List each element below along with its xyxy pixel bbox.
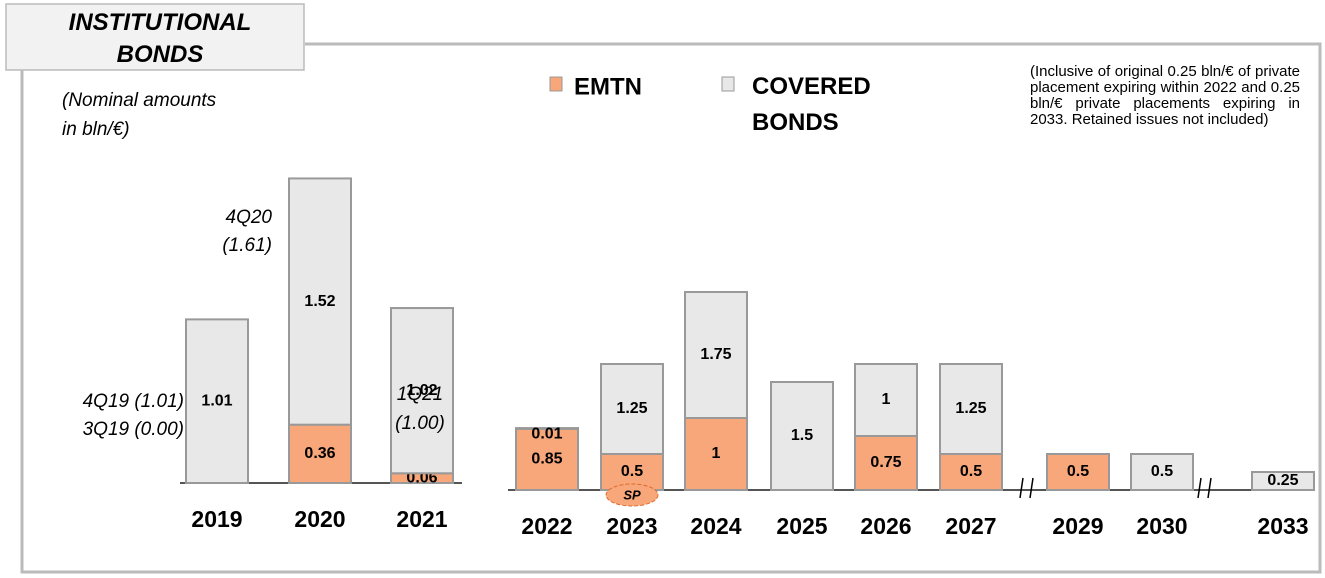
- data-label: 1.5: [791, 427, 813, 444]
- annotation: 4Q19 (1.01): [83, 391, 184, 412]
- data-label: 0.5: [1067, 463, 1089, 480]
- x-tick-label: 2020: [294, 506, 345, 532]
- bar-segment: [390, 307, 454, 475]
- annotation: 4Q20: [226, 207, 273, 228]
- subtitle: in bln/€): [62, 119, 130, 140]
- data-label: 0.5: [1151, 463, 1173, 480]
- data-label: 1: [882, 391, 891, 408]
- data-label: 0.75: [870, 454, 901, 471]
- chart-title: INSTITUTIONAL BONDS: [69, 9, 252, 68]
- legend-swatch: [721, 76, 735, 92]
- x-tick-label: 2019: [191, 506, 242, 532]
- data-label: 0.36: [304, 445, 335, 462]
- note: (Inclusive of original 0.25 bln/€ of pri…: [1030, 63, 1300, 128]
- data-label: 0.85: [531, 451, 562, 468]
- subtitle: (Nominal amounts: [62, 90, 217, 111]
- bar-segment: [854, 363, 918, 437]
- bar-segment: [854, 435, 918, 491]
- x-tick-label: 2033: [1257, 513, 1308, 539]
- annotation: 3Q19 (0.00): [83, 419, 184, 440]
- annotation: (1.61): [222, 235, 272, 256]
- bar-segment: [684, 417, 748, 491]
- chart-title: BONDS: [117, 41, 204, 68]
- annotation: SP: [623, 487, 641, 502]
- legend-label: COVERED: [752, 73, 871, 100]
- x-tick-label: 2026: [860, 513, 911, 539]
- axis-break: [1019, 477, 1212, 499]
- data-label: 1.52: [304, 293, 335, 310]
- bar-segment: [515, 427, 579, 491]
- bar-segment: [770, 381, 834, 491]
- data-label: 1.01: [201, 392, 232, 409]
- data-label: 1.25: [955, 400, 986, 417]
- title-box: [5, 3, 305, 71]
- bar-segment: [1130, 453, 1194, 491]
- x-tick-label: 2023: [606, 513, 657, 539]
- x-tick-label: 2025: [776, 513, 827, 539]
- sp-marker: [605, 483, 659, 507]
- data-label: 1: [712, 445, 721, 462]
- bar-segment: [1046, 453, 1110, 491]
- legend-label: EMTN: [574, 73, 642, 100]
- x-tick-label: 2024: [690, 513, 741, 539]
- bar-segment: [684, 291, 748, 419]
- bar-segment: [515, 427, 579, 430]
- frame: [20, 42, 1322, 574]
- legend-label: COVERED BONDS: [752, 73, 871, 136]
- bar-segment: [600, 363, 664, 455]
- x-tick-label: 2022: [521, 513, 572, 539]
- x-tick-label: 2029: [1052, 513, 1103, 539]
- data-label: 0.5: [960, 463, 982, 480]
- data-label: 0.25: [1267, 472, 1298, 489]
- bar-segment: [185, 318, 249, 484]
- bar-segment: [1251, 471, 1315, 491]
- data-label: 0.5: [621, 463, 643, 480]
- data-label: 1.02: [406, 382, 437, 399]
- legend-label: BONDS: [752, 109, 839, 136]
- x-tick-label: 2030: [1136, 513, 1187, 539]
- bar-segment: [939, 363, 1003, 455]
- chart-title: INSTITUTIONAL: [69, 9, 252, 36]
- annotation: (1.00): [395, 413, 445, 434]
- data-label: 1.25: [616, 400, 647, 417]
- annotation: 1Q21: [397, 384, 443, 405]
- legend-swatch: [549, 76, 563, 92]
- data-label: 0.01: [531, 426, 562, 443]
- x-tick-label: 2021: [396, 506, 447, 532]
- bar-segment: [288, 177, 352, 426]
- data-label: 1.75: [700, 346, 731, 363]
- x-tick-label: 2027: [945, 513, 996, 539]
